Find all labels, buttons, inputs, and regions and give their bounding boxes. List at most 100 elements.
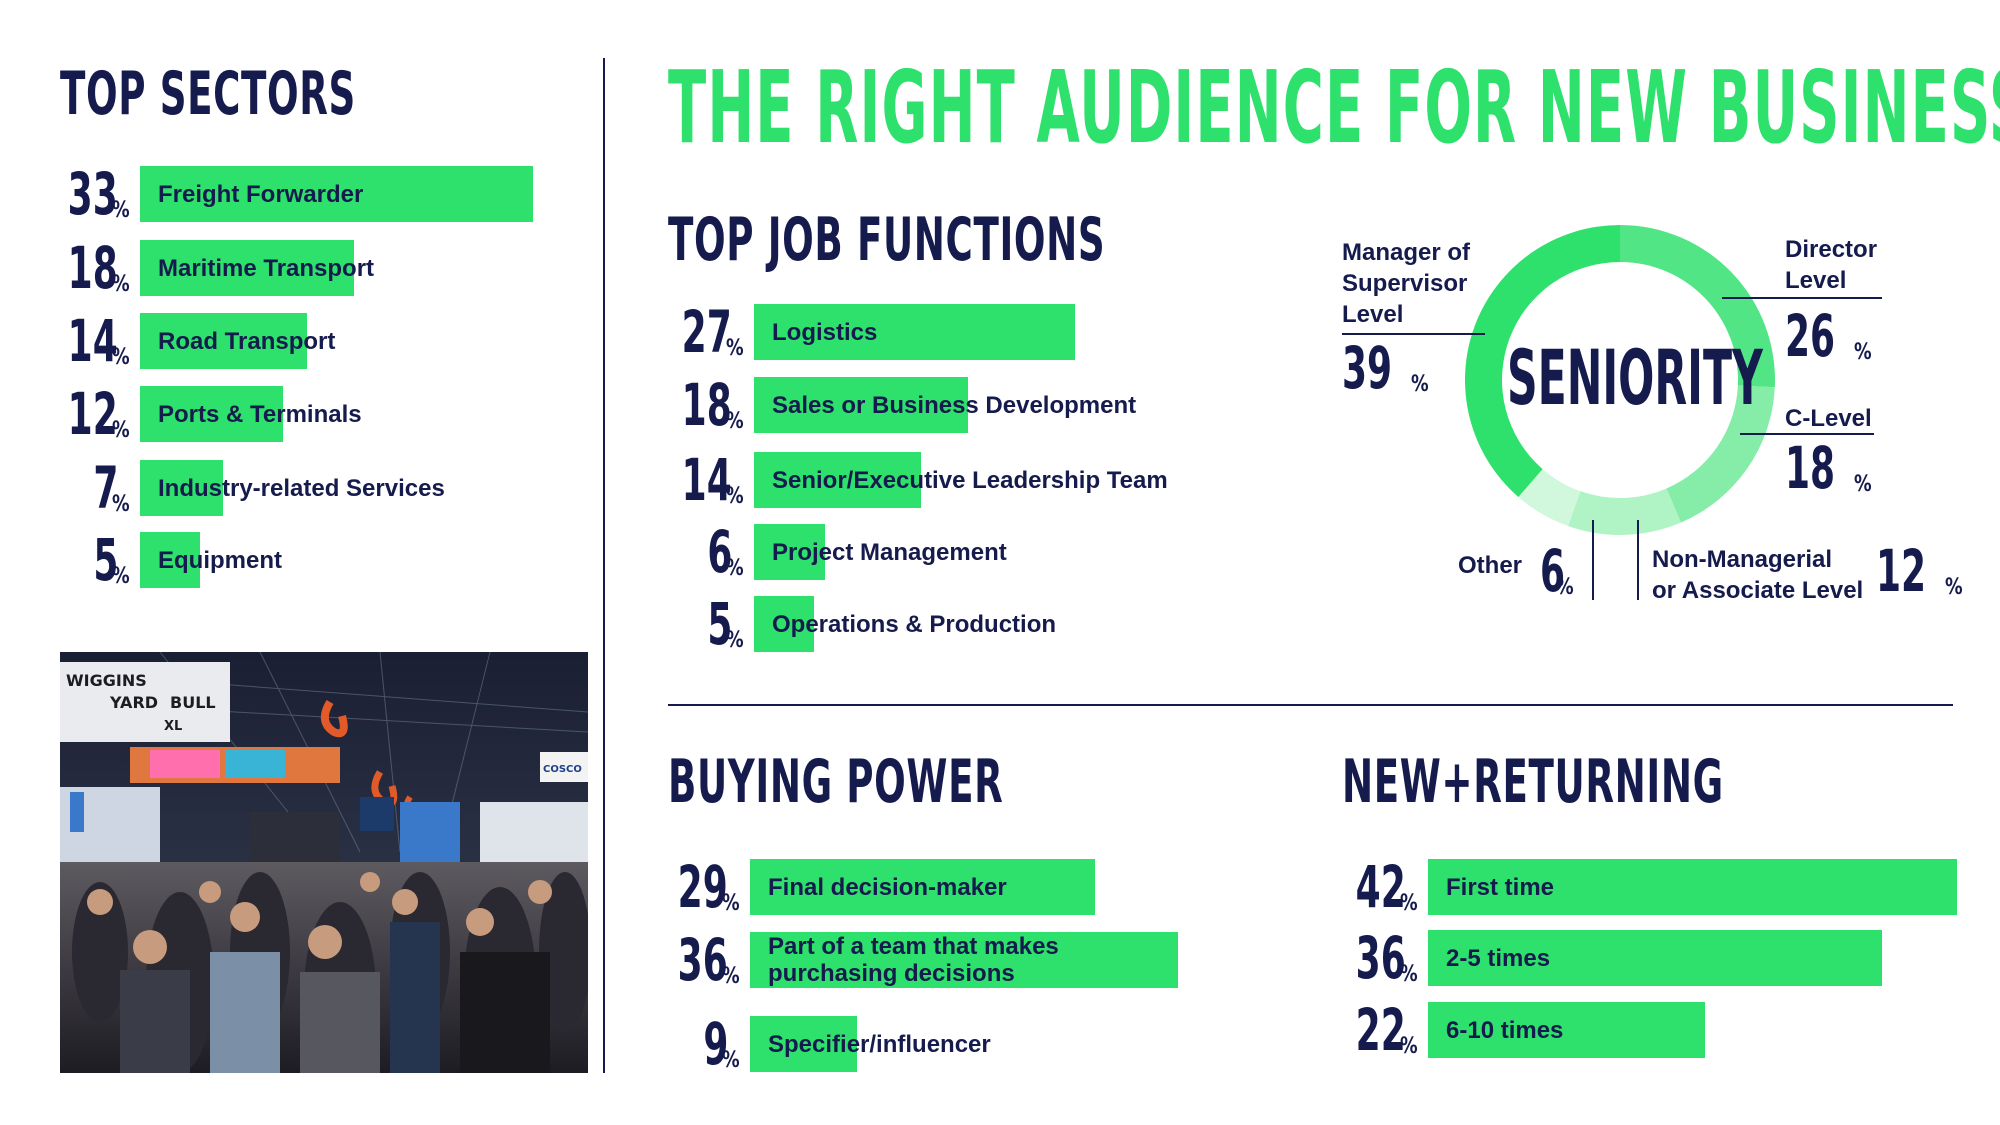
bar-row: 7% Industry-related Services [60, 454, 1133, 522]
bar-row: 27% Logistics [668, 303, 1675, 361]
bar-category-label: Freight Forwarder [158, 180, 364, 208]
bar [140, 313, 307, 369]
percent-sign: % [1399, 891, 1418, 916]
nonmanagerial-label: Non-Managerial or Associate Level [1652, 546, 1864, 604]
bar [750, 932, 1178, 988]
photo-sign-yard: YARD [109, 693, 158, 712]
bar-value-label: 7 [92, 454, 118, 522]
percent-sign: % [111, 198, 130, 223]
percent-sign: % [111, 272, 130, 297]
percent-sign: % [111, 345, 130, 370]
percent-sign: % [1399, 1034, 1418, 1059]
bar-category-label: 2-5 times [1446, 944, 1551, 972]
bar [140, 460, 223, 516]
slice-manager [1465, 225, 1620, 497]
percent-sign: % [111, 418, 130, 443]
photo-sign-wiggins: WIGGINS [66, 671, 147, 690]
director-leader-line [1722, 297, 1882, 299]
manager-level-label: Manager of Supervisor Level [1342, 239, 1471, 328]
bar-value-label: 6 [706, 518, 732, 586]
bar [750, 859, 1095, 915]
percent-sign: % [725, 628, 744, 653]
photo-sign-bull: BULL [170, 693, 216, 712]
photo-sign-cosco: COSCO [543, 764, 582, 775]
director-level-value: 26% [1785, 302, 1872, 370]
bar [754, 524, 825, 580]
bar-row: 14% Road Transport [60, 307, 1133, 375]
bar-row: 36% 2-5 times [1342, 924, 2000, 992]
bar-value-label: 36 [677, 926, 728, 994]
bar-value-label: 5 [706, 590, 732, 658]
other-label: Other [1458, 552, 1523, 579]
manager-leader-line [1342, 333, 1485, 335]
photo-sign-xl: XL [164, 719, 182, 734]
bar-category-label: Maritime Transport [158, 254, 375, 282]
bar [1428, 930, 1882, 986]
slice-non-managerial [1567, 488, 1681, 535]
bar-category-label: 6-10 times [1446, 1016, 1564, 1044]
director-level-label: Director Level [1785, 236, 1878, 294]
seniority-donut [1465, 225, 1775, 535]
bar-category-label: Ports & Terminals [158, 400, 362, 428]
slice-c-level [1666, 385, 1775, 523]
bar-value-label: 12 [67, 380, 118, 448]
buying-power-title: BUYING POWER [668, 747, 1004, 817]
nonmanagerial-value: 12% [1876, 537, 1963, 605]
bar-row: 5% Equipment [60, 531, 1133, 589]
bar-category-label: Final decision-maker [768, 873, 1007, 901]
bar-row: 5% Operations & Production [668, 590, 1675, 658]
percent-sign: % [725, 336, 744, 361]
bar-category-label: Road Transport [158, 327, 336, 355]
other-value: 6% [1540, 537, 1574, 605]
bar-row: 36% Part of a team that makes purchasing d… [668, 926, 1778, 994]
bar-category-label: Specifier/influencer [768, 1030, 991, 1058]
bar-value-label: 33 [67, 160, 118, 228]
bar [750, 1016, 857, 1072]
bar-row: 18% Sales or Business Development [668, 371, 1675, 439]
slice-director [1620, 225, 1775, 388]
bar-category-label: Sales or Business Development [772, 391, 1137, 419]
bar-category-label: Operations & Production [772, 610, 1057, 638]
bar [754, 596, 814, 652]
other-leader-line [1592, 520, 1594, 600]
manager-level-value: 39% [1342, 334, 1429, 402]
bar-value-label: 42 [1355, 853, 1406, 921]
percent-sign: % [725, 484, 744, 509]
percent-sign: % [721, 964, 740, 989]
bar [140, 240, 354, 296]
bar [754, 452, 921, 508]
bar-row: 14% Senior/Executive Leadership Team [668, 451, 1675, 509]
bar-value-label: 18 [681, 371, 732, 439]
percent-sign: % [111, 492, 130, 517]
bar-row: 18% Maritime Transport [60, 234, 1133, 302]
percent-sign: % [725, 409, 744, 434]
bar-value-label: 36 [1355, 924, 1406, 992]
bar-row: 9% Specifier/influencer [668, 1015, 1778, 1073]
slice-other [1518, 469, 1581, 527]
expo-photo: WIGGINS YARD BULL XL COSCO [60, 652, 588, 1073]
bar-category-label: Project Management [772, 538, 1007, 566]
c-level-leader-line [1740, 433, 1874, 435]
top-sectors-title: TOP SECTORS [60, 59, 356, 129]
horizontal-divider [668, 704, 1953, 706]
bar-row: 22% 6-10 times [1342, 996, 2000, 1064]
bar [140, 532, 200, 588]
percent-sign: % [111, 564, 130, 589]
vertical-divider [603, 58, 605, 1073]
bar [754, 377, 968, 433]
seniority-title: SENIORITY [1507, 333, 1763, 422]
bar [140, 386, 283, 442]
bar [1428, 1002, 1705, 1058]
percent-sign: % [721, 1048, 740, 1073]
bar-row: 6% Project Management [668, 518, 1675, 586]
new-returning-title: NEW+RETURNING [1342, 747, 1724, 817]
bar-row: 29% Final decision-maker [668, 858, 1778, 916]
bar-value-label: 22 [1355, 996, 1406, 1064]
bar-value-label: 18 [67, 234, 118, 302]
bar [754, 304, 1075, 360]
percent-sign: % [721, 891, 740, 916]
percent-sign: % [725, 556, 744, 581]
job-functions-title: TOP JOB FUNCTIONS [668, 205, 1106, 275]
bar-category-label: First time [1446, 873, 1555, 901]
bar-value-label: 14 [67, 307, 118, 375]
